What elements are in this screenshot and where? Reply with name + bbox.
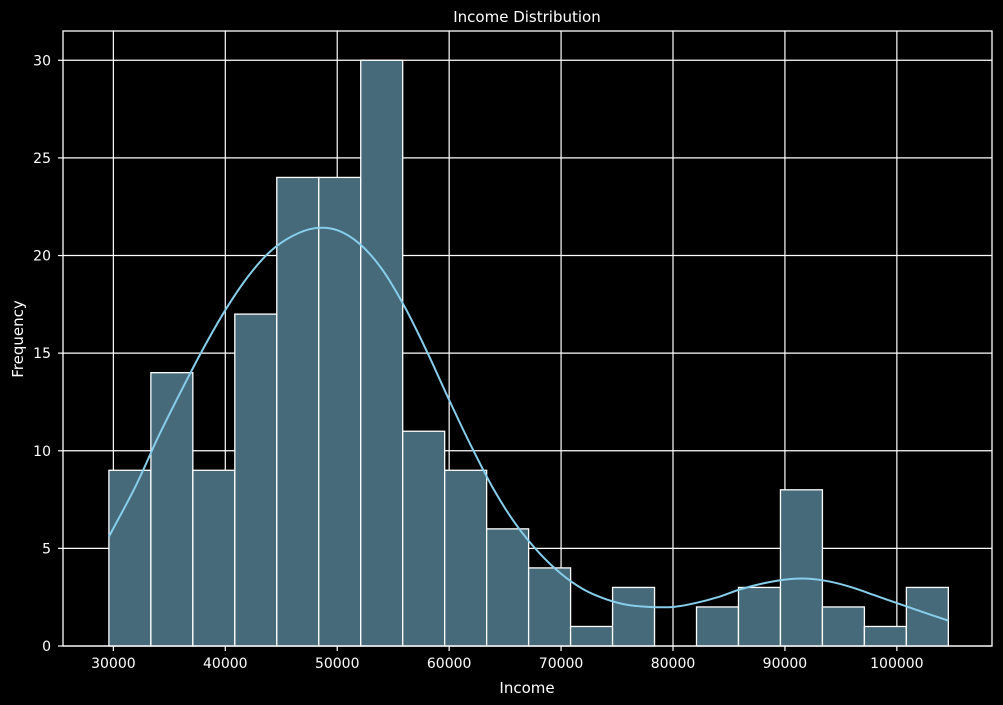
- x-tick-label-6: 90000: [763, 656, 808, 672]
- histogram-bar-8: [444, 469, 488, 647]
- plot-frame: [62, 30, 993, 647]
- histogram-bar-1: [150, 372, 194, 647]
- histogram-bar-0: [108, 469, 152, 647]
- histogram-bar-3: [234, 313, 278, 647]
- histogram-bar-11: [569, 625, 614, 647]
- grid: [63, 31, 992, 647]
- x-axis-ticks: 30000 40000 50000 60000 70000 80000 90000 10000…: [91, 646, 924, 672]
- x-tick-label-3: 60000: [427, 656, 472, 672]
- histogram-bar-7: [402, 430, 446, 647]
- y-axis-ticks: 0 5 10 15 20 25 30: [33, 53, 63, 655]
- y-tick-label-6: 30: [33, 53, 51, 69]
- histogram-bar-16: [779, 489, 824, 647]
- histogram-bar-10: [527, 567, 572, 647]
- x-tick-label-5: 80000: [651, 656, 696, 672]
- histogram-bar-17: [821, 606, 866, 647]
- x-axis-label: Income: [499, 679, 554, 697]
- histogram-bar-5: [318, 176, 362, 647]
- x-tick-label-0: 30000: [91, 656, 136, 672]
- histogram-bar-6: [360, 59, 404, 647]
- histogram-bar-15: [737, 586, 782, 647]
- histogram-bar-19: [905, 586, 949, 647]
- histogram-bar-12: [611, 586, 656, 647]
- histogram-bar-4: [276, 176, 320, 647]
- x-tick-label-4: 70000: [539, 656, 584, 672]
- histogram-bar-9: [485, 528, 530, 647]
- histogram-bar-18: [863, 625, 908, 647]
- y-tick-label-1: 5: [42, 541, 51, 557]
- y-tick-label-5: 25: [33, 151, 51, 167]
- y-tick-label-4: 20: [33, 249, 51, 265]
- y-tick-label-2: 10: [33, 444, 51, 460]
- histogram-bar-14: [695, 606, 740, 647]
- x-tick-label-2: 50000: [315, 656, 360, 672]
- x-tick-label-7: 100000: [870, 656, 923, 672]
- histogram-bar-2: [192, 469, 236, 647]
- kde-curve: [108, 226, 949, 622]
- y-tick-label-0: 0: [42, 639, 51, 655]
- y-tick-label-3: 15: [33, 346, 51, 362]
- chart-title: Income Distribution: [453, 8, 600, 26]
- histogram-bars: [108, 59, 949, 647]
- y-axis-label: Frequency: [9, 300, 27, 378]
- x-tick-label-1: 40000: [203, 656, 248, 672]
